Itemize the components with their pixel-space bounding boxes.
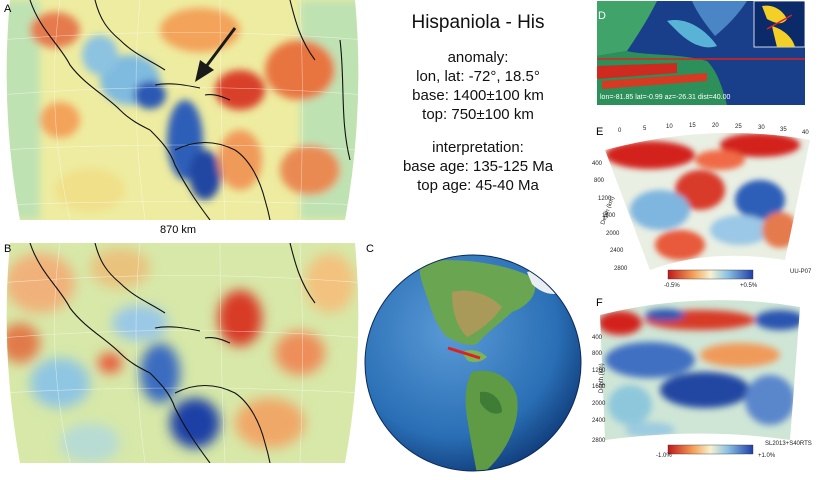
- section-f-depth-tick-1: 800: [592, 351, 603, 357]
- map-d-readout: lon=-81.85 lat=-0.99 az=-26.31 dist=40.0…: [600, 94, 731, 101]
- anomaly-top: top: 750±100 km: [422, 106, 534, 123]
- panel-label-f: F: [596, 297, 603, 309]
- section-e-top-tick-8: 40: [802, 130, 809, 136]
- section-e-top-tick-6: 30: [758, 125, 765, 131]
- cross-section-e: 0 5 10 15 20 25 30 35 40 400 800 1200 16…: [590, 120, 815, 295]
- section-e-depth-tick-6: 2800: [614, 266, 628, 272]
- section-e-top-tick-5: 25: [735, 124, 742, 130]
- section-f-depth-tick-0: 400: [592, 335, 603, 341]
- panel-label-b: B: [4, 243, 12, 255]
- anomaly-title: Hispaniola - His: [411, 12, 545, 33]
- interpretation-heading: interpretation:: [432, 139, 524, 156]
- section-f-colorbar-min: -1.0%: [656, 453, 672, 459]
- section-f-depth-tick-2: 1200: [592, 368, 606, 374]
- interpretation-top-age: top age: 45-40 Ma: [417, 177, 539, 194]
- section-e-colorbar: [667, 269, 754, 280]
- panel-label-e: E: [596, 126, 604, 138]
- section-e-depth-tick-1: 800: [594, 178, 605, 184]
- section-e-depth-tick-3: 1600: [602, 213, 616, 219]
- interpretation-base-age: base age: 135-125 Ma: [402, 158, 554, 175]
- anomaly-base: base: 1400±100 km: [412, 87, 544, 104]
- section-e-colorbar-max: +0.5%: [740, 283, 758, 289]
- section-e-colorbar-min: -0.5%: [664, 283, 680, 289]
- section-f-depth-tick-3: 1600: [592, 384, 606, 390]
- tomography-map-a: [0, 0, 365, 220]
- anomaly-info: Hispaniola - His anomaly: lon, lat: -72°…: [378, 12, 578, 195]
- section-e-top-tick-1: 5: [643, 126, 647, 132]
- section-e-top-tick-7: 35: [780, 127, 787, 133]
- section-e-depth-tick-5: 2400: [610, 248, 624, 254]
- section-e-top-tick-0: 0: [618, 128, 622, 134]
- section-e-top-tick-2: 10: [666, 124, 673, 130]
- section-e-model-name: UU-P07: [790, 269, 812, 275]
- section-f-depth-tick-5: 2400: [592, 418, 606, 424]
- section-e-depth-tick-4: 2000: [606, 231, 620, 237]
- anomaly-heading: anomaly:: [447, 49, 509, 66]
- section-f-depth-tick-4: 2000: [592, 401, 606, 407]
- anomaly-lonlat: lon, lat: -72°, 18.5°: [416, 68, 540, 85]
- section-f-depth-tick-6: 2800: [592, 438, 606, 444]
- arrow-pointer-icon: [195, 27, 237, 82]
- section-e-depth-tick-0: 400: [592, 161, 603, 167]
- cross-section-f: 400 800 1200 1600 2000 2400 2800 Depth (…: [590, 295, 815, 465]
- section-e-top-tick-3: 15: [689, 123, 696, 129]
- panel-label-d: D: [598, 10, 606, 22]
- section-e-depth-tick-2: 1200: [598, 196, 612, 202]
- section-f-model-name: SL2013+S40RTS: [765, 441, 812, 447]
- globe-location-map: [362, 252, 584, 474]
- panel-label-c: C: [366, 243, 374, 255]
- panel-label-a: A: [4, 3, 12, 15]
- tomography-map-b: [0, 243, 365, 463]
- section-f-depth-label: Depth (km): [599, 363, 605, 393]
- section-f-colorbar-max: +1.0%: [758, 453, 776, 459]
- section-f-colorbar: [667, 444, 754, 455]
- section-e-top-tick-4: 20: [712, 123, 719, 129]
- location-map-d: lon=-81.85 lat=-0.99 az=-26.31 dist=40.0…: [597, 1, 805, 105]
- scale-label: 870 km: [160, 224, 197, 236]
